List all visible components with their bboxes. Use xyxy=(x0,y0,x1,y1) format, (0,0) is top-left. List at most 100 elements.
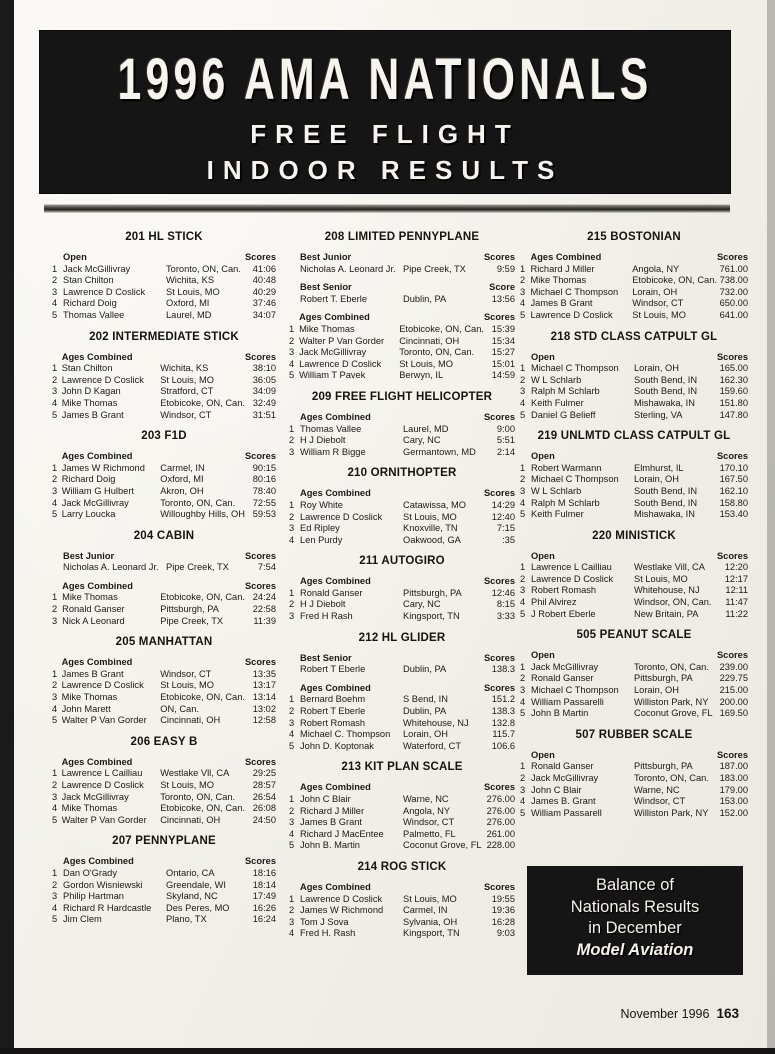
row-city: Kingsport, TN xyxy=(403,928,460,939)
row-city: ON, Can. xyxy=(160,703,199,714)
table-row: 4 Richard R Hardcastle Des Peres, MO 16:26 xyxy=(52,903,276,915)
row-place: 4 xyxy=(520,298,526,309)
results-table: Ages Combined Scores 1 James B Grant Windsor… xyxy=(52,657,276,727)
table-row: 5 William Passarell Williston Park, NY 152.… xyxy=(520,808,748,820)
row-name: J Robert Eberle xyxy=(531,608,596,619)
group-score-header: Scores xyxy=(716,351,748,362)
promo-box: Balance of Nationals Results in December… xyxy=(527,866,743,975)
group-spacer-row xyxy=(289,275,515,282)
group-spacer-city xyxy=(632,252,717,264)
row-name: Michael C Thompson xyxy=(531,685,619,696)
row-score: 16:24 xyxy=(252,914,276,925)
row-score: 2:14 xyxy=(496,446,515,457)
row-name: Nicholas A. Leonard Jr. xyxy=(63,562,159,573)
group-spacer-city xyxy=(160,352,245,364)
row-city: Sylvania, OH xyxy=(403,916,458,927)
row-place: 2 xyxy=(520,573,526,584)
row-score: 22:58 xyxy=(252,604,276,615)
table-row: 1 Richard J Miller Angola, NY 761.00 xyxy=(520,264,748,276)
results-table: Ages Combined Scores 1 Ronald Ganser Pittsbu… xyxy=(289,576,515,622)
table-row: 2 Richard Doig Oxford, MI 80:16 xyxy=(52,474,276,486)
group-score-header: Scores xyxy=(716,749,748,760)
footer-issue-date: November 1996 xyxy=(620,1007,710,1021)
row-city: Cary, NC xyxy=(403,435,441,446)
table-row: 2 Walter P Van Gorder Cincinnati, OH 15:34 xyxy=(289,336,515,348)
table-row: Robert T Eberle Dublin, PA 138.3 xyxy=(289,664,515,676)
group-spacer-city xyxy=(634,352,712,364)
row-place: 1 xyxy=(289,499,295,510)
table-row: 3 Ed Ripley Knoxville, TN 7:15 xyxy=(289,523,515,535)
group-label: Open xyxy=(531,550,555,561)
table-row: 1 Jack McGillivray Toronto, ON, Can. 239.00 xyxy=(520,662,748,674)
row-city: Knoxville, TN xyxy=(403,523,458,534)
row-city: Whitehouse, NJ xyxy=(403,717,469,728)
row-score: 169.50 xyxy=(719,708,748,719)
table-row: 3 Ralph M Schlarb South Bend, IN 159.60 xyxy=(520,386,748,398)
row-score: 12:17 xyxy=(724,573,748,584)
row-place: 2 xyxy=(52,780,58,790)
group-spacer xyxy=(52,757,62,769)
group-spacer xyxy=(520,551,531,563)
row-name: Michael C Thompson xyxy=(530,286,619,297)
group-label: Ages Combined xyxy=(300,576,371,587)
row-name: James W Richmond xyxy=(300,905,384,916)
row-score: 3:33 xyxy=(496,611,515,622)
row-city: Pittsburgh, PA xyxy=(403,587,462,598)
row-city: St Louis, MO xyxy=(403,511,457,522)
group-spacer-city xyxy=(160,757,245,769)
table-row: Nicholas A. Leonard Jr. Pipe Creek, TX 7:5… xyxy=(52,562,276,574)
row-name: James B Grant xyxy=(530,298,593,309)
row-score: 183.00 xyxy=(719,773,748,783)
row-name: Lawrence D Coslick xyxy=(63,286,146,297)
row-place: 2 xyxy=(520,474,526,485)
row-place: 4 xyxy=(52,703,58,714)
row-score: 147.80 xyxy=(719,409,748,420)
row-city: Laurel, MD xyxy=(166,309,212,320)
row-place: 2 xyxy=(520,374,526,385)
row-score: 738.00 xyxy=(719,275,748,286)
row-name: Jack McGillivray xyxy=(63,263,131,274)
row-city: Pittsburgh, PA xyxy=(634,673,693,684)
row-place: 4 xyxy=(289,828,295,839)
results-group-header: Best Senior Score xyxy=(289,282,515,294)
row-score: 17:49 xyxy=(252,891,276,902)
row-name: Robert Romash xyxy=(531,585,597,596)
table-row: 1 Mike Thomas Etobicoke, ON, Can. 15:39 xyxy=(289,324,515,336)
row-score: 228.00 xyxy=(486,840,515,851)
results-group-header: Open Scores xyxy=(520,451,748,463)
table-row: 3 Robert Romash Whitehouse, NJ 132.8 xyxy=(289,718,515,730)
row-name: Lawrence D Coslick xyxy=(300,511,383,522)
row-name: Tom J Sova xyxy=(300,916,349,927)
table-row: 1 Ronald Ganser Pittsburgh, PA 12:46 xyxy=(289,588,515,600)
row-name: William G Hulbert xyxy=(61,485,135,496)
row-score: 106.6 xyxy=(491,740,515,751)
table-row: 3 Jack McGillivray Toronto, ON, Can. 15:27 xyxy=(289,347,515,359)
table-row: 2 Lawrence D Coslick St Louis, MO 28:57 xyxy=(52,780,276,792)
group-spacer-city xyxy=(403,653,481,665)
group-label: Ages Combined xyxy=(61,756,133,767)
row-name: Larry Loucka xyxy=(61,509,116,520)
row-place: 2 xyxy=(520,773,526,783)
table-row: 2 Richard J Miller Angola, NY 276.00 xyxy=(289,806,515,818)
group-spacer xyxy=(289,282,300,294)
event-title: 210 ORNITHOPTER xyxy=(347,467,457,480)
row-city: Westlake Vll, CA xyxy=(160,768,230,779)
row-score: 187.00 xyxy=(719,761,748,772)
row-city: Palmetto, FL xyxy=(403,828,456,839)
group-spacer-row xyxy=(289,676,515,683)
row-place: 5 xyxy=(520,409,526,420)
table-row: 2 Lawrence D Coslick St Louis, MO 12:40 xyxy=(289,512,515,524)
group-spacer-city xyxy=(403,412,481,424)
results-table: Open Scores 1 Michael C Thompson Lorain, OH 1… xyxy=(520,352,748,422)
group-score-header: Scores xyxy=(483,411,515,422)
table-row: 3 Robert Romash Whitehouse, NJ 12:11 xyxy=(520,585,748,597)
row-city: Toronto, ON, Can. xyxy=(160,791,236,802)
group-spacer xyxy=(289,488,300,500)
row-name: Len Purdy xyxy=(300,534,343,545)
row-score: 7:15 xyxy=(496,523,515,534)
row-place: 1 xyxy=(52,768,58,779)
row-score: 170.10 xyxy=(719,462,748,473)
row-place: 5 xyxy=(289,740,295,751)
table-row: 3 Lawrence D Coslick St Louis, MO 40:29 xyxy=(52,287,276,299)
row-place: 2 xyxy=(289,435,295,446)
